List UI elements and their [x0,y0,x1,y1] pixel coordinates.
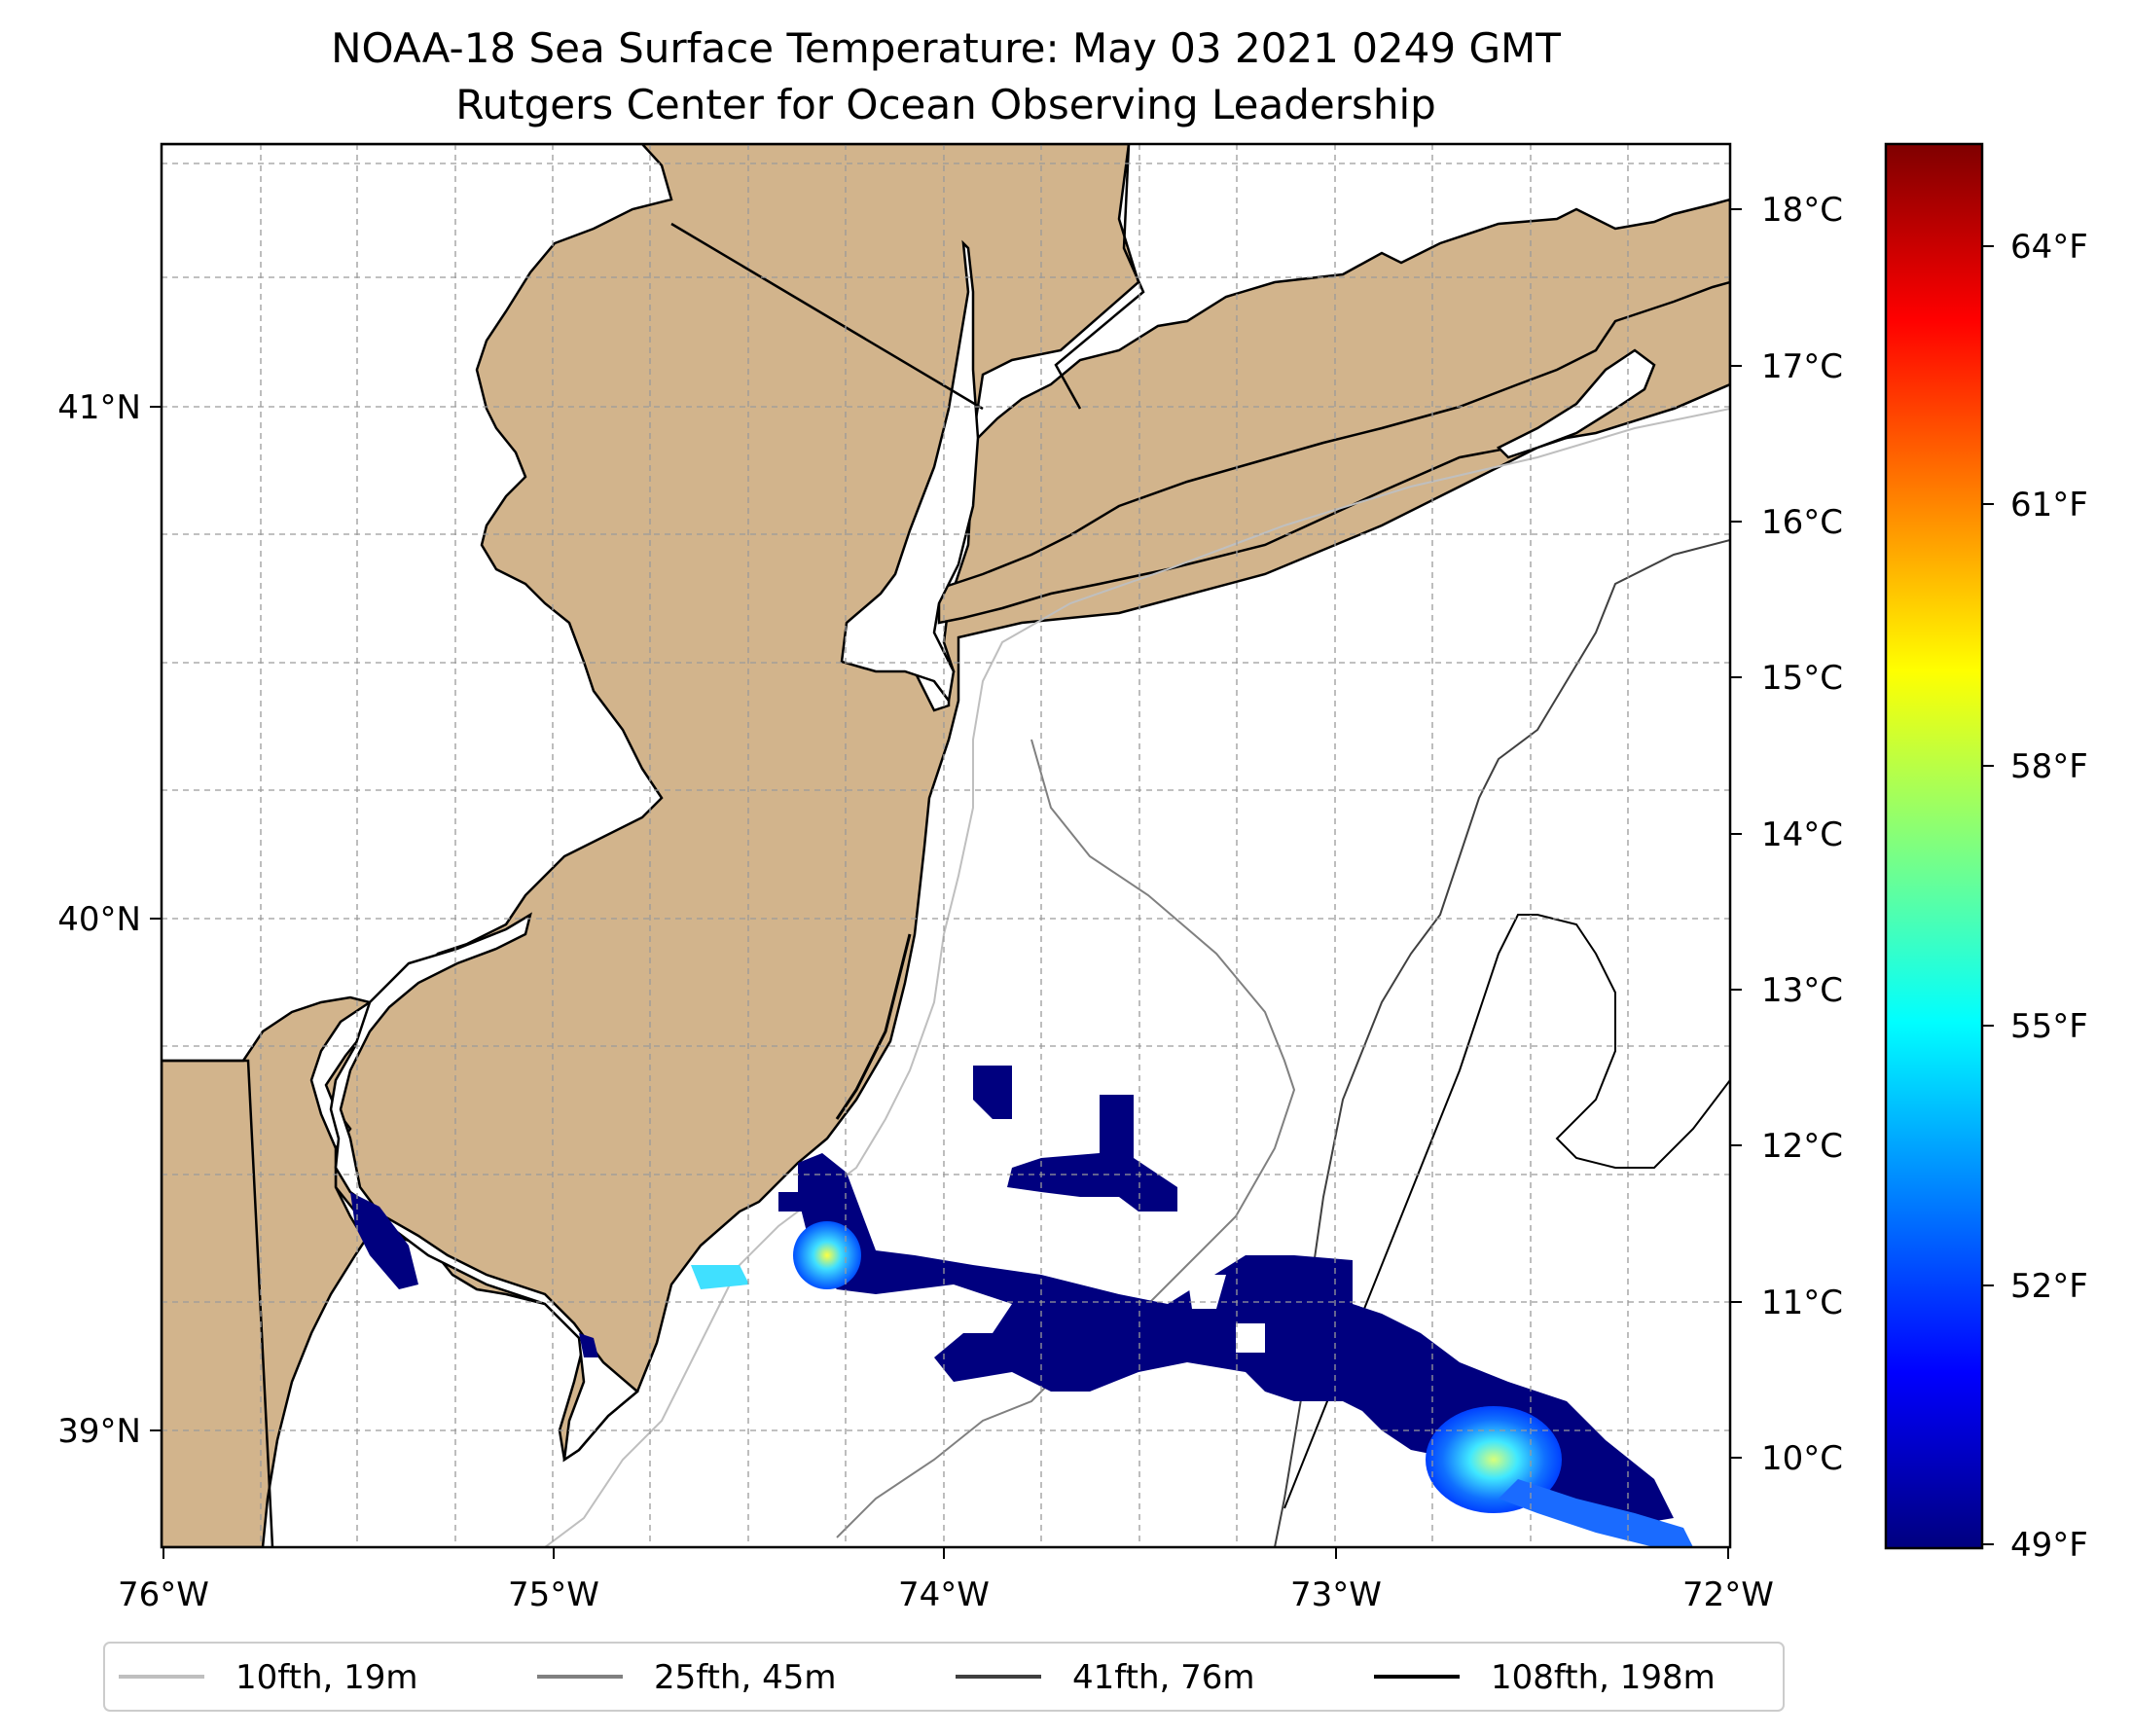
celsius-tick-label: 17°C [1761,347,1843,386]
map-frame [160,142,1732,1549]
contour-10fth [544,408,1730,1547]
celsius-axis [1730,208,1742,1459]
legend-label: 41fth, 76m [1072,1658,1255,1697]
celsius-tick-label: 13°C [1761,971,1843,1010]
celsius-tick-label: 18°C [1761,191,1843,230]
legend-box [103,1642,1785,1712]
sst-warm-tail [1499,1479,1693,1547]
legend-label: 25fth, 45m [654,1658,837,1697]
colorbar [1884,142,1984,1550]
celsius-tick-label: 11°C [1761,1284,1843,1322]
celsius-tick-label: 15°C [1761,659,1843,698]
map-area [162,144,1730,1547]
fahrenheit-tick-label: 58°F [2010,747,2088,786]
celsius-tick-label: 10°C [1761,1439,1843,1478]
fahrenheit-tick-label: 52°F [2010,1267,2088,1306]
chart-subtitle: Rutgers Center for Ocean Observing Leade… [455,81,1436,128]
legend-label: 108fth, 198m [1491,1658,1716,1697]
y-axis [150,406,162,1431]
sst-coastal-patch [691,1265,749,1289]
state-border-de-md [162,1059,274,1547]
chart-title: NOAA-18 Sea Surface Temperature: May 03 … [331,24,1561,72]
contour-25fth [836,739,1296,1538]
state-border-ny-ct [1054,144,1145,410]
fahrenheit-tick-label: 49°F [2010,1526,2088,1565]
y-tick-label: 39°N [57,1412,141,1451]
barrier-islands [835,933,912,1120]
gridlines [162,144,1730,1547]
celsius-tick-label: 16°C [1761,503,1843,542]
celsius-tick-label: 14°C [1761,815,1843,854]
x-tick-label: 75°W [508,1575,599,1614]
sst-warm-patch-2 [793,1221,861,1289]
peconic-bay [1496,348,1656,459]
fahrenheit-tick-label: 64°F [2010,228,2088,267]
y-tick-label: 40°N [57,900,141,939]
celsius-tick-label: 12°C [1761,1127,1843,1166]
x-axis [163,1547,1729,1559]
y-tick-label: 41°N [57,388,141,427]
fahrenheit-tick-label: 61°F [2010,486,2088,524]
x-tick-label: 74°W [898,1575,990,1614]
x-tick-label: 76°W [118,1575,209,1614]
fahrenheit-axis [1982,245,1994,1545]
fahrenheit-tick-label: 55°F [2010,1007,2088,1046]
legend: 10fth, 19m 25fth, 45m 41fth, 76m 108fth,… [103,1642,1785,1712]
x-tick-label: 72°W [1682,1575,1774,1614]
x-tick-label: 73°W [1290,1575,1382,1614]
land-long-island [937,280,1730,625]
legend-label: 10fth, 19m [235,1658,418,1697]
state-border-nj-ny [670,222,984,411]
